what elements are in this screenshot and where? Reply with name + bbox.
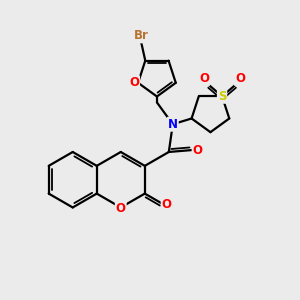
Text: O: O (116, 202, 126, 215)
Text: O: O (162, 198, 172, 211)
Text: O: O (199, 72, 209, 85)
Text: O: O (235, 72, 245, 85)
Text: Br: Br (134, 29, 149, 42)
Text: O: O (193, 143, 202, 157)
Text: O: O (129, 76, 139, 89)
Text: S: S (218, 90, 226, 103)
Text: N: N (168, 118, 178, 131)
